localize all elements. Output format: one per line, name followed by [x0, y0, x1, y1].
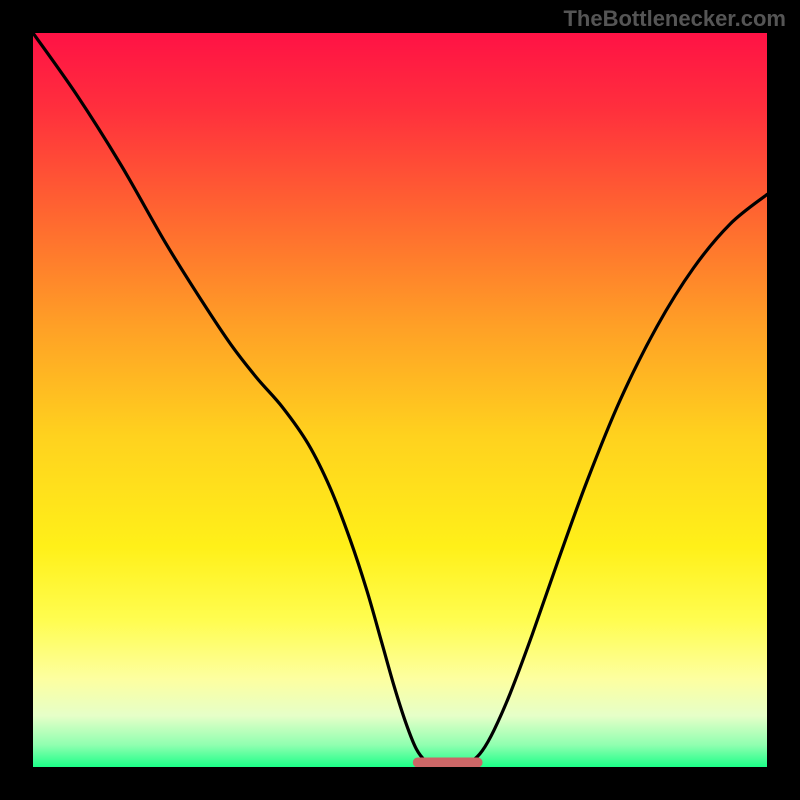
chart-container: TheBottlenecker.com — [0, 0, 800, 800]
optimal-zone-marker — [413, 757, 483, 767]
bottleneck-chart — [33, 33, 767, 767]
watermark-text: TheBottlenecker.com — [563, 6, 786, 32]
plot-area — [33, 33, 767, 767]
gradient-background — [33, 33, 767, 767]
